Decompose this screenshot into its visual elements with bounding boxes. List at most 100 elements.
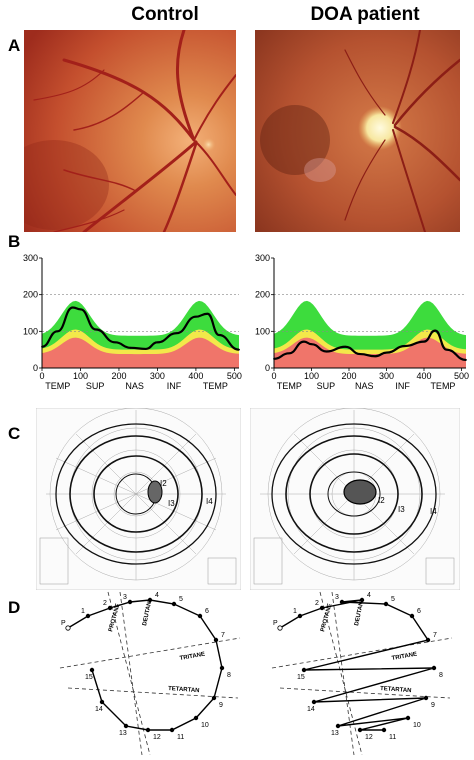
- rnfl-point: [56, 330, 59, 333]
- cap-number-label: 1: [81, 608, 85, 615]
- cap-marker: [107, 605, 113, 611]
- rnfl-point: [206, 312, 209, 315]
- cap-number-label: 15: [85, 674, 93, 681]
- axis-label-tritane: TRITANE: [179, 652, 205, 662]
- panel-label-d: D: [8, 598, 21, 617]
- d15-diagram-control: PROTANE DEUTAN TRITANE TETARTAN P 1 2 3 4 5 6 7 8 9 10…: [50, 590, 250, 756]
- rnfl-point: [144, 348, 147, 350]
- cap-number-label: 4: [367, 592, 371, 599]
- cap-number-label: P: [61, 620, 66, 627]
- rnfl-point: [423, 340, 425, 343]
- axis-label-deutan: DEUTAN: [354, 601, 365, 626]
- cap-marker: [213, 637, 219, 643]
- axis-label-tetartan: TETARTAN: [380, 686, 412, 694]
- rnfl-point: [385, 351, 388, 354]
- normative-band-red: [274, 337, 466, 368]
- rnfl-point: [404, 345, 407, 347]
- axis-label-tetartan: TETARTAN: [168, 686, 200, 694]
- x-tick-label: 400: [416, 371, 431, 381]
- cap-number-label: 14: [307, 706, 315, 713]
- cap-marker: [197, 613, 203, 619]
- cap-marker: [381, 727, 387, 733]
- cap-marker: [171, 601, 177, 607]
- sector-label: INF: [167, 381, 182, 390]
- cap-marker: [297, 613, 303, 619]
- fundus-photo-patient: [255, 30, 460, 232]
- x-tick-label: 500: [227, 371, 242, 381]
- rnfl-point: [288, 352, 290, 355]
- cap-marker: [219, 665, 225, 671]
- rnfl-point: [195, 315, 197, 318]
- cap-marker: [339, 599, 345, 605]
- sector-label: TEMP: [45, 381, 70, 390]
- d15-diagram-patient: PROTANE DEUTAN TRITANE TETARTAN P 1 2 3 4 5 6 7 8 9 10…: [262, 590, 462, 756]
- cap-number-label: 2: [103, 600, 107, 607]
- cap-number-label: 5: [179, 596, 183, 603]
- y-tick-label: 300: [255, 253, 270, 263]
- isopter-label-i3-patient: I3: [398, 505, 405, 514]
- cap-marker: [147, 597, 153, 603]
- cap-arrangement-path: [67, 599, 223, 731]
- cap-marker: [425, 637, 431, 643]
- rnfl-point: [310, 343, 313, 346]
- sector-label: TEMP: [203, 381, 228, 390]
- axis-label-deutan: DEUTAN: [142, 601, 153, 626]
- rnfl-point: [71, 306, 74, 309]
- cap-number-label: 10: [201, 722, 209, 729]
- rnfl-point: [325, 350, 328, 353]
- sector-label: INF: [395, 381, 410, 390]
- cap-number-label: 11: [177, 734, 184, 741]
- cap-marker: [405, 715, 411, 721]
- cap-marker: [65, 625, 71, 631]
- y-tick-label: 200: [255, 290, 270, 300]
- y-tick-label: 0: [265, 363, 270, 373]
- rnfl-point: [41, 345, 43, 348]
- cap-marker: [99, 699, 105, 705]
- rnfl-point: [218, 334, 220, 336]
- x-tick-label: 400: [188, 371, 203, 381]
- cap-number-label: 9: [219, 702, 223, 709]
- cap-marker: [359, 597, 365, 603]
- cap-number-label: 8: [439, 672, 443, 679]
- x-tick-label: 100: [73, 371, 88, 381]
- cap-marker: [431, 665, 437, 671]
- cap-number-label: 9: [431, 702, 435, 709]
- x-tick-label: 500: [454, 371, 469, 381]
- confusion-axis: [271, 637, 453, 669]
- cap-number-label: 2: [315, 600, 319, 607]
- oct-chart-patient: 0 100 200 300 0 100 200 300 400 500 TEMP SUP NAS INF T…: [250, 250, 470, 391]
- rnfl-point: [129, 346, 132, 349]
- visual-field-control: I2 I3 I4: [35, 407, 242, 591]
- cap-number-label: 3: [335, 594, 339, 601]
- x-tick-label: 200: [341, 371, 356, 381]
- y-tick-label: 0: [33, 363, 38, 373]
- cap-marker: [277, 625, 283, 631]
- cap-number-label: 15: [297, 674, 305, 681]
- cap-number-label: 10: [413, 722, 421, 729]
- rnfl-point: [434, 329, 437, 332]
- y-tick-label: 200: [23, 290, 38, 300]
- cap-marker: [127, 599, 133, 605]
- sector-label: NAS: [355, 381, 374, 390]
- cap-number-label: 12: [365, 734, 373, 741]
- rnfl-point: [303, 340, 305, 343]
- cap-marker: [357, 727, 363, 733]
- cap-number-label: 13: [119, 730, 127, 737]
- cap-marker: [145, 727, 151, 733]
- panel-label-a: A: [8, 36, 21, 55]
- column-header-control: Control: [131, 4, 199, 25]
- cap-number-label: 1: [293, 608, 297, 615]
- x-tick-label: 0: [39, 371, 44, 381]
- cap-marker: [193, 715, 199, 721]
- sector-label: SUP: [317, 381, 336, 390]
- rnfl-point: [156, 341, 159, 344]
- panel-label-c: C: [8, 424, 21, 443]
- sector-label: TEMP: [277, 381, 302, 390]
- rnfl-point: [273, 357, 275, 360]
- x-tick-label: 200: [111, 371, 126, 381]
- y-tick-label: 100: [255, 326, 270, 336]
- cap-number-label: 7: [221, 632, 225, 639]
- fundus-photo-control: [24, 30, 236, 232]
- rnfl-point: [344, 345, 347, 348]
- rnfl-point: [465, 359, 467, 361]
